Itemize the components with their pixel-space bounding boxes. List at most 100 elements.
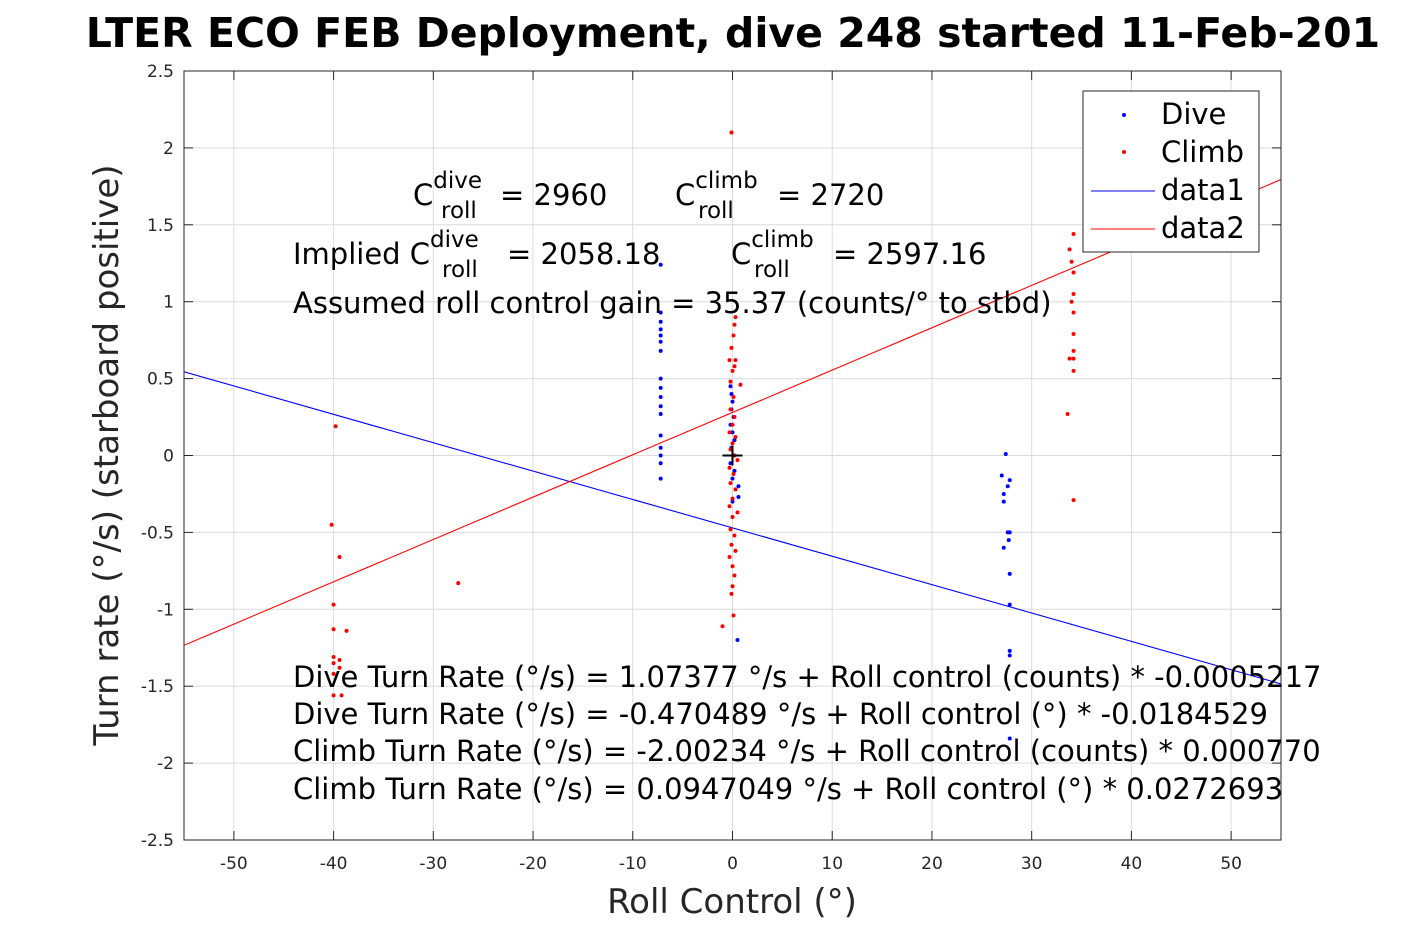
legend-marker-dive xyxy=(1122,113,1126,117)
point-climb xyxy=(727,504,732,509)
point-climb xyxy=(729,345,734,350)
point-dive xyxy=(658,476,663,481)
point-climb xyxy=(735,510,740,515)
point-dive xyxy=(1007,653,1012,658)
point-climb xyxy=(730,422,735,427)
point-climb xyxy=(1071,356,1076,361)
point-dive xyxy=(658,339,663,344)
point-climb xyxy=(730,441,735,446)
x-tick-label: -30 xyxy=(419,854,447,874)
point-climb xyxy=(456,581,461,586)
point-climb xyxy=(730,496,735,501)
legend-marker-climb xyxy=(1122,150,1126,154)
fit-line-data2 xyxy=(184,179,1281,646)
legend: Dive Climb data1 data2 xyxy=(1082,90,1260,253)
point-climb xyxy=(730,584,735,589)
point-climb xyxy=(731,471,736,476)
point-dive xyxy=(1001,491,1006,496)
y-tick-label: 1 xyxy=(163,293,174,313)
point-dive xyxy=(1006,538,1011,543)
point-climb xyxy=(1067,356,1072,361)
chart-title: LTER ECO FEB Deployment, dive 248 starte… xyxy=(86,9,1380,57)
point-dive xyxy=(658,376,663,381)
axis-ticks xyxy=(184,70,1281,841)
point-dive xyxy=(730,476,735,481)
x-tick-label: 30 xyxy=(1021,854,1043,874)
point-dive xyxy=(1007,602,1012,607)
point-climb xyxy=(337,555,342,560)
point-dive xyxy=(1007,478,1012,483)
y-tick-label: 0 xyxy=(163,447,174,467)
x-tick-labels: -50 -40 -30 -20 -10 0 10 20 30 40 50 xyxy=(220,854,1242,874)
point-climb xyxy=(731,333,736,338)
equation-climb-degrees: Climb Turn Rate (°/s) = 0.0947049 °/s + … xyxy=(293,772,1283,806)
equation-climb-counts: Climb Turn Rate (°/s) = -2.00234 °/s + R… xyxy=(293,734,1321,768)
point-climb xyxy=(730,564,735,569)
point-climb xyxy=(727,465,732,470)
point-climb xyxy=(1069,299,1074,304)
point-dive xyxy=(658,461,663,466)
point-dive xyxy=(658,453,663,458)
y-tick-label: 1.5 xyxy=(147,216,174,236)
x-tick-label: -40 xyxy=(320,854,348,874)
point-climb xyxy=(728,379,733,384)
x-tick-label: -10 xyxy=(619,854,647,874)
point-climb xyxy=(1071,292,1076,297)
implied-climb-annotation: Cclimb roll = 2597.16 xyxy=(731,227,986,283)
point-climb xyxy=(728,407,733,412)
legend-box xyxy=(1082,90,1260,253)
point-climb xyxy=(1069,259,1074,264)
point-dive xyxy=(1003,451,1008,456)
x-tick-label: -50 xyxy=(220,854,248,874)
point-climb xyxy=(731,613,736,618)
point-dive xyxy=(1005,484,1010,489)
point-climb xyxy=(730,515,735,520)
point-climb xyxy=(733,358,738,363)
point-climb xyxy=(333,424,338,429)
point-climb xyxy=(1067,247,1072,252)
point-climb xyxy=(729,542,734,547)
point-climb xyxy=(732,364,737,369)
x-tick-label: 50 xyxy=(1220,854,1242,874)
point-climb xyxy=(735,458,740,463)
point-climb xyxy=(1071,368,1076,373)
legend-label-data2: data2 xyxy=(1161,211,1245,245)
legend-label-climb: Climb xyxy=(1161,135,1244,169)
y-tick-label: -1.5 xyxy=(141,677,174,697)
point-climb xyxy=(733,435,738,440)
y-tick-label: -0.5 xyxy=(141,523,174,543)
point-climb xyxy=(329,522,334,527)
point-climb xyxy=(732,322,737,327)
x-tick-label: 0 xyxy=(727,854,738,874)
point-dive xyxy=(732,468,737,473)
point-dive xyxy=(658,445,663,450)
point-dive xyxy=(732,438,737,443)
point-dive xyxy=(735,638,740,643)
y-tick-label: -2 xyxy=(157,754,174,774)
point-climb xyxy=(331,661,336,666)
point-dive xyxy=(658,385,663,390)
point-dive xyxy=(658,395,663,400)
point-climb xyxy=(733,487,738,492)
x-tick-label: -20 xyxy=(519,854,547,874)
gain-annotation: Assumed roll control gain = 35.37 (count… xyxy=(293,286,1052,320)
point-climb xyxy=(732,573,737,578)
point-climb xyxy=(331,693,336,698)
y-axis-label: Turn rate (°/s) (starboard positive) xyxy=(87,164,127,746)
y-tick-label: 2.5 xyxy=(147,62,174,82)
point-climb xyxy=(728,527,733,532)
point-dive xyxy=(658,411,663,416)
point-climb xyxy=(1071,310,1076,315)
equation-dive-counts: Dive Turn Rate (°/s) = 1.07377 °/s + Rol… xyxy=(293,660,1321,694)
point-climb xyxy=(727,555,732,560)
point-climb xyxy=(1071,498,1076,503)
point-climb xyxy=(720,624,725,629)
point-dive xyxy=(658,433,663,438)
y-tick-label: -1 xyxy=(157,600,174,620)
x-tick-label: 40 xyxy=(1121,854,1143,874)
point-dive xyxy=(999,473,1004,478)
fit-lines xyxy=(184,179,1281,685)
point-dive xyxy=(658,310,663,315)
point-dive xyxy=(1001,545,1006,550)
c-dive-annotation: Cdive roll = 2960 xyxy=(413,168,607,224)
